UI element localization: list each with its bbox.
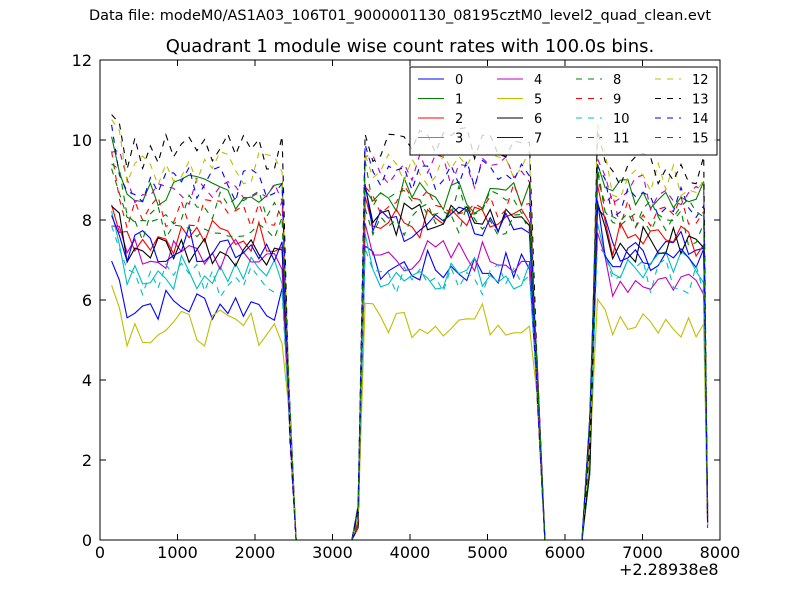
y-tick-label: 12: [72, 51, 92, 70]
x-tick-label: 2000: [235, 543, 276, 562]
series-line-8: [111, 168, 709, 541]
legend-label-5: 5: [534, 93, 542, 108]
x-offset-label: +2.28938e8: [619, 560, 719, 579]
series-line-2: [111, 184, 709, 541]
legend-box: [409, 66, 718, 156]
legend-label-13: 13: [692, 93, 709, 108]
y-tick-label: 8: [82, 211, 92, 230]
y-tick-label: 2: [82, 451, 92, 470]
series-line-11: [111, 149, 709, 541]
series-line-4: [111, 223, 709, 541]
legend-label-14: 14: [692, 112, 709, 127]
y-tick-label: 10: [72, 131, 92, 150]
plot-lines: [111, 114, 709, 541]
x-tick-label: 3000: [312, 543, 353, 562]
legend-label-12: 12: [692, 73, 709, 88]
x-tick-label: 5000: [467, 543, 508, 562]
y-tick-label: 0: [82, 531, 92, 550]
series-line-6: [111, 185, 709, 541]
series-line-1: [111, 136, 709, 541]
series-line-10: [111, 225, 709, 541]
x-tick-label: 1000: [157, 543, 198, 562]
x-tick-label: 0: [95, 543, 105, 562]
series-line-7: [111, 183, 709, 541]
series-line-3: [111, 210, 709, 541]
legend-label-11: 11: [613, 132, 630, 147]
legend-label-6: 6: [534, 112, 542, 127]
y-tick-label: 6: [82, 291, 92, 310]
legend-label-7: 7: [534, 132, 542, 147]
legend-label-8: 8: [613, 73, 621, 88]
x-tick-label: 6000: [545, 543, 586, 562]
series-line-15: [111, 159, 709, 541]
legend-label-15: 15: [692, 132, 709, 147]
series-line-5: [111, 285, 709, 541]
legend-label-2: 2: [455, 112, 463, 127]
y-tick-label: 4: [82, 371, 92, 390]
x-tick-label: 8000: [700, 543, 741, 562]
data-file-title: Data file: modeM0/AS1A03_106T01_90000011…: [88, 8, 712, 24]
x-tick-label: 7000: [622, 543, 663, 562]
legend-label-4: 4: [534, 73, 542, 88]
x-tick-label: 4000: [390, 543, 431, 562]
chart-title: Quadrant 1 module wise count rates with …: [165, 36, 655, 57]
series-line-0: [111, 206, 709, 541]
legend-label-0: 0: [455, 73, 463, 88]
legend-label-3: 3: [455, 132, 463, 147]
series-line-12: [111, 119, 709, 541]
legend-label-10: 10: [613, 112, 630, 127]
legend-label-9: 9: [613, 93, 621, 108]
series-line-9: [111, 151, 709, 541]
legend-label-1: 1: [455, 93, 463, 108]
series-line-14: [111, 124, 709, 541]
